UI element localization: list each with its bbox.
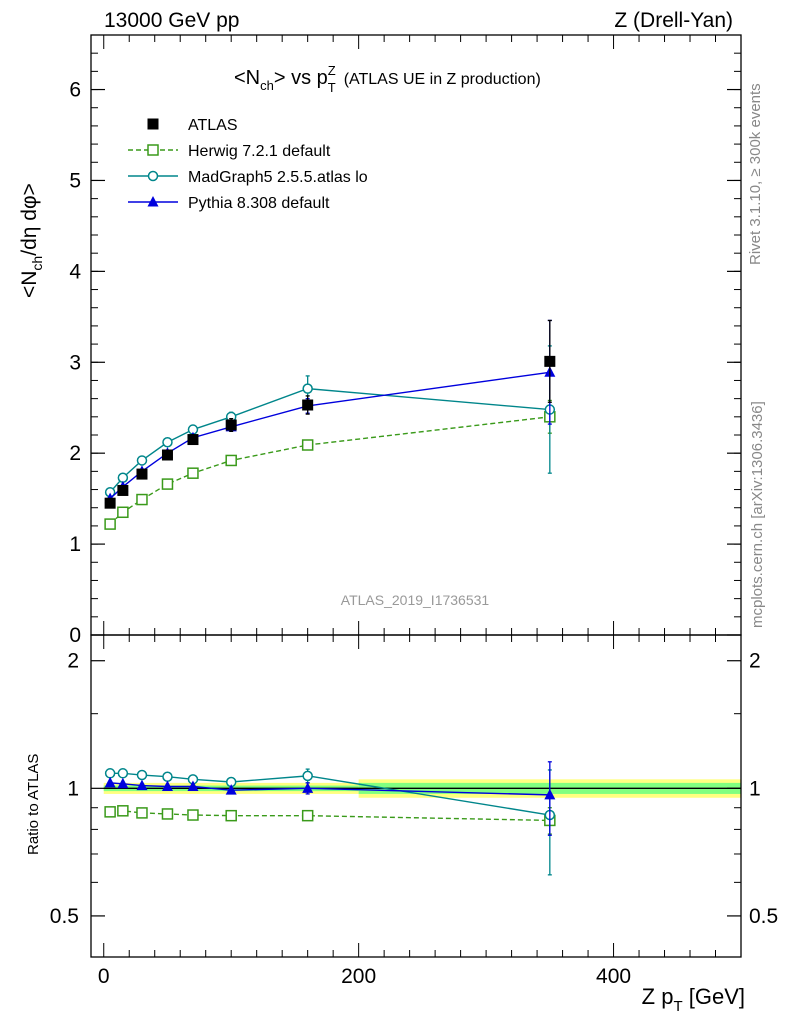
- ratio-ytick-label-left: 1: [67, 777, 79, 800]
- main-series-atlas: [104, 319, 556, 509]
- main-series-herwig: [104, 399, 556, 530]
- ratio-ytick-label-left: 0.5: [50, 905, 79, 928]
- header-left-label: 13000 GeV pp: [104, 9, 239, 32]
- ratio-point: [117, 777, 129, 789]
- ratio-point: [301, 809, 314, 822]
- ratio-point: [117, 805, 129, 817]
- main-series: [104, 319, 556, 530]
- header-right-label: Z (Drell-Yan): [614, 9, 733, 32]
- main-ytick-label: 3: [69, 351, 81, 374]
- main-point: [136, 468, 148, 480]
- main-line: [109, 416, 550, 525]
- main-point: [187, 434, 199, 446]
- legend: ATLAS Herwig 7.2.1 default MadGraph5 2.5.5…: [128, 117, 368, 212]
- main-point: [161, 478, 174, 490]
- main-point: [117, 484, 129, 496]
- main-point: [225, 419, 237, 431]
- main-y-axis-label: <Nch/dη dφ>: [18, 183, 45, 298]
- legend-marker: [147, 118, 159, 130]
- ratio-ytick-label-right: 2: [749, 650, 761, 673]
- main-ytick-label: 1: [69, 533, 81, 556]
- main-line: [109, 387, 550, 493]
- legend-marker: [147, 170, 159, 182]
- main-ytick-label: 0: [69, 624, 81, 647]
- main-point: [104, 497, 116, 509]
- mcplots-label: mcplots.cern.ch [arXiv:1306.3436]: [749, 401, 766, 628]
- legend-item: ATLAS: [147, 117, 238, 134]
- legend-marker: [147, 196, 159, 207]
- main-point: [162, 437, 173, 448]
- ratio-series-madgraph5: [104, 768, 556, 876]
- main-ytick-label: 6: [69, 79, 81, 102]
- ratio-point: [104, 776, 116, 788]
- main-point: [104, 518, 116, 530]
- ratio-panel: 0.5 0.5 1 1 2 2 0 200 400: [50, 634, 778, 988]
- main-point: [136, 493, 148, 506]
- main-point: [136, 455, 148, 466]
- main-ytick-label: 2: [69, 442, 81, 465]
- chart-title: <Nch> vs pZ T (ATLAS UE in Z production): [234, 63, 541, 95]
- ratio-series-pythia: [104, 761, 556, 836]
- legend-label: MadGraph5 2.5.5.atlas lo: [188, 169, 368, 186]
- ratio-series-herwig: [104, 805, 556, 835]
- main-panel: 0 1 2 3 4 5 6 <Nch> vs pZ T (ATLAS UE in Z produ…: [69, 34, 742, 647]
- main-point: [302, 383, 313, 394]
- ratio-point: [136, 779, 148, 791]
- main-point: [544, 355, 556, 367]
- main-point: [301, 439, 314, 451]
- ratio-point: [544, 788, 556, 800]
- main-point: [187, 467, 199, 479]
- legend-label: Pythia 8.308 default: [188, 195, 330, 212]
- ratio-ytick-label-left: 2: [67, 650, 79, 673]
- ratio-point: [162, 771, 173, 782]
- legend-marker: [147, 144, 159, 156]
- rivet-label: Rivet 3.1.10, ≥ 300k events: [747, 83, 764, 265]
- ratio-ytick-label-right: 0.5: [749, 905, 778, 928]
- ratio-point: [302, 782, 314, 793]
- main-point: [302, 399, 314, 411]
- ratio-xtick-label: 200: [341, 965, 376, 988]
- ratio-xtick-label: 400: [596, 965, 631, 988]
- main-point: [225, 454, 237, 467]
- main-point: [117, 506, 129, 519]
- legend-label: Herwig 7.2.1 default: [188, 143, 331, 160]
- ratio-ticks: 0.5 0.5 1 1 2 2 0 200 400: [50, 635, 778, 988]
- ratio-series: [104, 761, 556, 876]
- x-axis-label: Z pT [GeV]: [642, 984, 745, 1015]
- analysis-watermark: ATLAS_2019_I1736531: [341, 592, 490, 608]
- ratio-point: [104, 806, 116, 818]
- ratio-point: [161, 780, 173, 791]
- ratio-point: [225, 809, 237, 822]
- main-point: [161, 449, 173, 461]
- ratio-point: [136, 769, 148, 781]
- ratio-point: [136, 807, 148, 819]
- main-series-pythia: [104, 319, 556, 504]
- ratio-y-axis-label: Ratio to ATLAS: [25, 754, 42, 855]
- ratio-point: [302, 770, 313, 782]
- ratio-ytick-label-right: 1: [749, 777, 761, 800]
- legend-label: ATLAS: [188, 117, 238, 134]
- ratio-point: [161, 808, 174, 820]
- main-ytick-label: 4: [69, 260, 81, 283]
- ratio-point: [225, 784, 237, 795]
- ratio-line: [110, 810, 550, 822]
- legend-item: MadGraph5 2.5.5.atlas lo: [128, 169, 368, 186]
- main-line: [109, 371, 550, 500]
- ratio-point: [117, 768, 129, 779]
- ratio-xtick-label: 0: [98, 965, 110, 988]
- ratio-point: [187, 780, 199, 791]
- legend-item: Pythia 8.308 default: [128, 195, 330, 212]
- main-ticks: 0 1 2 3 4 5 6: [69, 34, 742, 647]
- main-ytick-label: 5: [69, 169, 81, 192]
- main-series-madgraph5: [104, 345, 556, 498]
- ratio-point: [187, 809, 199, 821]
- legend-item: Herwig 7.2.1 default: [128, 143, 331, 160]
- ratio-panel-frame: [90, 634, 742, 958]
- ratio-point: [104, 768, 116, 779]
